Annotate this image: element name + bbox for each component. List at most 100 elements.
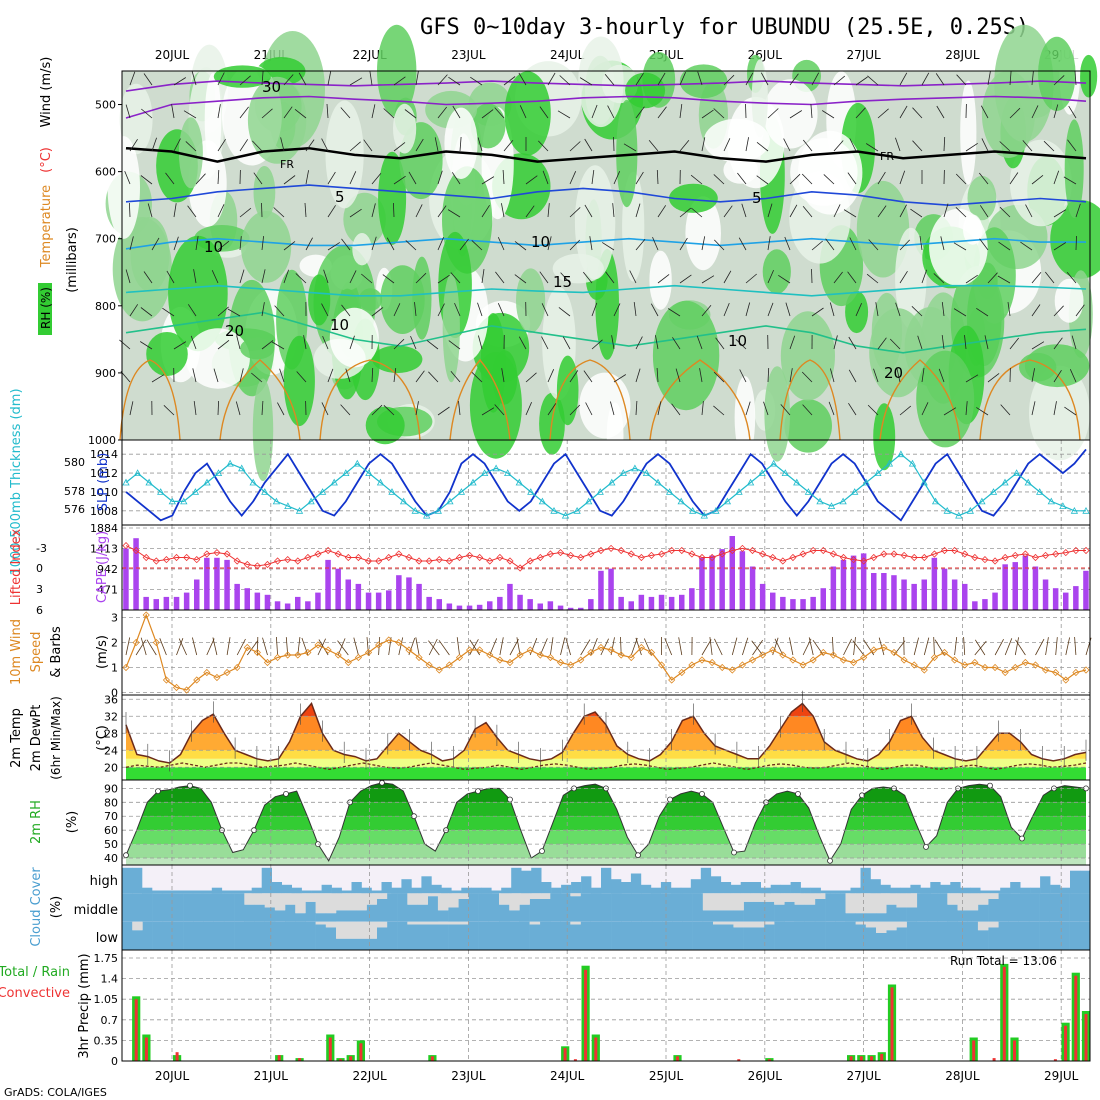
cape-bar [1073,586,1079,610]
cape-bar [254,592,261,610]
wind-marker [455,653,464,662]
wind-barb [560,272,571,284]
cape-bar [547,601,554,610]
wind-tick-label: 0 [111,687,118,700]
temp-tick-label: 28 [104,727,118,740]
convective-precip-bar [134,999,138,1061]
thickness-marker [538,497,547,505]
wind-barb [855,303,862,317]
wind-barb [610,401,615,416]
top-day-label: 20JUL [155,48,190,62]
cloud-bar [152,921,164,950]
cloud-bar [927,893,938,922]
cloud-bar [376,927,388,950]
cape-bar [487,601,493,610]
cape-bar [1032,566,1039,610]
wind-barb [1035,638,1045,656]
li-marker [920,553,928,562]
li-marker [344,553,352,562]
wind-marker [718,663,726,672]
wind-barb [271,341,285,350]
wind-barb [697,71,703,86]
cloud-bar [448,907,459,922]
wind-barb [667,308,681,317]
convective-precip-bar [339,1059,342,1061]
wind-barb [582,271,593,284]
rh-blob [1080,54,1098,98]
cloud-bar [1000,887,1011,894]
rh-blob [378,151,407,245]
wind-barb [679,104,683,119]
convective-precip-bar [144,1037,148,1061]
li-marker [1042,551,1050,559]
cloud-bar [152,893,164,922]
wind-barb [471,240,483,251]
cloud-bar [271,882,282,894]
isotherm-label: FR [280,158,294,171]
wind-marker [789,656,797,664]
wind-barb [657,72,666,86]
wind-barb [984,335,989,350]
cape-bar [810,596,816,610]
rh-marker [475,788,481,794]
cloud-gap [763,921,775,925]
wind-barb [279,368,285,383]
wind-barb [899,72,908,86]
wind-barb [833,140,844,152]
cloud-bar [692,893,704,922]
cloud-gap [325,893,337,914]
cloud-bar [171,890,183,894]
wind-barb [495,271,505,284]
cloud-bar [682,921,693,950]
cloud-bar [560,893,571,922]
wind-barb [393,368,397,383]
rh-blob [574,165,616,280]
cloud-bar [1010,882,1021,894]
wind-marker [1062,676,1070,684]
cape-bar [840,559,847,610]
thickness-marker [122,478,130,486]
wind-marker [132,638,140,647]
isotherm-line [125,95,1087,119]
wind-barb [672,337,681,350]
wind-barb [965,401,968,416]
cloud-gap [285,893,296,905]
wind-barb [899,170,906,185]
wind-barb [802,638,812,656]
rh-blob [504,71,551,156]
cloud-bar [211,887,223,894]
thickness-marker [943,506,951,514]
wind-marker [536,651,544,659]
wind-barb [843,638,852,656]
wind-barb [965,374,979,383]
rh-blob [595,248,619,360]
li-marker [839,553,848,562]
wind-barb [808,637,814,656]
wind-barb [1031,105,1039,119]
wind-barb [382,274,395,284]
wind-barb [825,238,835,251]
thickness-marker [1082,506,1090,514]
cloud-bar [870,879,881,894]
wind-barb [895,302,901,317]
wind-barb [600,638,609,656]
cloud-bar [804,904,816,922]
cape-bar [588,599,594,610]
rh-marker [187,782,193,789]
wind-barb [146,639,157,656]
wind-barb [943,203,949,218]
wind-barb [830,368,835,383]
wind-barb [635,72,644,86]
wind-marker [850,658,858,667]
rh-marker [667,796,673,803]
wind-barb [1009,107,1021,119]
cloud-bar [880,884,891,894]
thickness-marker [665,488,674,495]
cloud-bar [397,921,408,950]
li-marker [637,553,645,562]
wind-barb [923,637,930,656]
wind-barb [437,106,448,119]
wind-barb [607,105,615,119]
cape-bar [830,566,837,610]
